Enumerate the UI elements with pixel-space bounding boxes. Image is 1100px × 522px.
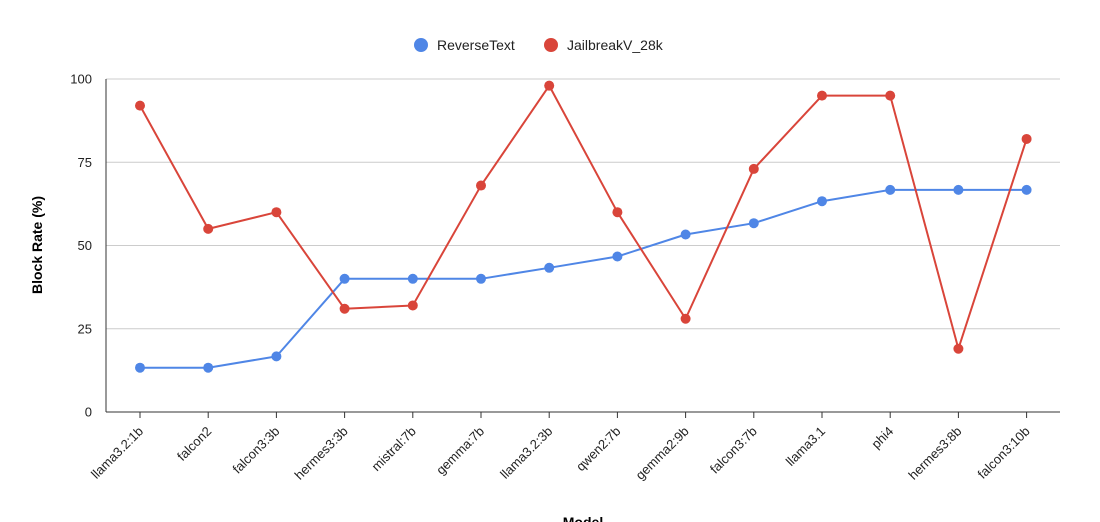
y-tick-label: 25 [78, 321, 92, 336]
data-point-reversetext-hermes3-3b [339, 273, 350, 284]
data-point-jailbreakv-28k-llama3-2-1b [135, 100, 145, 111]
data-point-jailbreakv-28k-falcon3-10b [1021, 133, 1032, 144]
series-line-jailbreakv-28k [139, 84, 1028, 350]
legend-label-jailbreakv-28k: JailbreakV_28k [567, 37, 664, 53]
legend-label-reversetext: ReverseText [437, 37, 515, 53]
y-tick-label: 75 [78, 155, 92, 170]
x-tick-label-llama3-2-3b: llama3.2:3b [497, 424, 555, 482]
x-tick-label-gemma2-9b: gemma2:9b [633, 424, 692, 483]
data-point-jailbreakv-28k-falcon2 [203, 223, 214, 234]
legend-item-reversetext: ReverseText [414, 37, 515, 53]
x-tick-label-falcon2: falcon2 [174, 424, 214, 464]
legend-marker-reversetext [414, 38, 428, 52]
x-tick-label-falcon3-7b: falcon3:7b [707, 424, 760, 477]
data-point-jailbreakv-28k-llama3-1 [817, 90, 827, 101]
y-axis-title: Block Rate (%) [29, 196, 45, 294]
data-point-jailbreakv-28k-phi4 [885, 90, 896, 101]
data-point-reversetext-gemma2-9b [680, 229, 691, 240]
data-point-jailbreakv-28k-llama3-2-3b [544, 80, 555, 91]
data-point-reversetext-llama3-2-1b [135, 362, 145, 373]
data-point-reversetext-phi4 [885, 184, 896, 195]
x-tick-label-mistral-7b: mistral:7b [368, 424, 418, 474]
gridlines [106, 78, 1060, 330]
x-tick-label-llama3-1: llama3.1 [783, 424, 828, 469]
x-tick-label-llama3-2-1b: llama3.2:1b [88, 424, 146, 482]
data-point-reversetext-llama3-2-3b [544, 262, 555, 273]
x-tick-label-falcon3-10b: falcon3:10b [975, 424, 1033, 482]
data-point-reversetext-falcon3-10b [1021, 184, 1032, 195]
data-point-jailbreakv-28k-falcon3-3b [271, 207, 282, 218]
series-reversetext [135, 184, 1032, 373]
data-point-reversetext-falcon3-7b [748, 218, 759, 229]
x-tick-label-hermes3-3b: hermes3:3b [292, 424, 351, 483]
data-point-reversetext-falcon2 [203, 362, 214, 373]
data-point-reversetext-hermes3-8b [953, 184, 964, 195]
axes [105, 79, 1060, 413]
y-tick-label: 0 [85, 405, 92, 420]
data-point-reversetext-llama3-1 [817, 196, 827, 207]
data-point-jailbreakv-28k-qwen2-7b [612, 207, 623, 218]
y-tick-label: 100 [70, 72, 92, 87]
x-tick-label-falcon3-3b: falcon3:3b [229, 424, 282, 477]
legend-item-jailbreakv-28k: JailbreakV_28k [544, 37, 664, 53]
legend-marker-jailbreakv-28k [544, 38, 558, 52]
y-axis-ticks: 0 25 50 75 100 [70, 72, 92, 420]
x-tick-label-phi4: phi4 [868, 424, 896, 452]
data-point-reversetext-gemma-7b [476, 273, 486, 284]
data-point-reversetext-falcon3-3b [271, 351, 282, 362]
x-tick-label-hermes3-8b: hermes3:8b [905, 424, 964, 483]
series-jailbreakv-28k [135, 80, 1032, 354]
data-point-jailbreakv-28k-hermes3-8b [953, 343, 964, 354]
data-point-jailbreakv-28k-mistral-7b [407, 300, 418, 311]
data-point-reversetext-mistral-7b [407, 273, 418, 284]
data-point-jailbreakv-28k-gemma2-9b [680, 313, 691, 324]
data-point-reversetext-qwen2-7b [612, 251, 623, 262]
x-tick-label-gemma-7b: gemma:7b [433, 424, 487, 478]
legend: ReverseText JailbreakV_28k [414, 37, 664, 53]
x-tick-label-qwen2-7b: qwen2:7b [573, 424, 623, 474]
series-group [135, 80, 1032, 373]
y-tick-label: 50 [78, 238, 92, 253]
series-line-reversetext [140, 188, 1027, 369]
data-point-jailbreakv-28k-gemma-7b [476, 180, 486, 191]
x-axis-ticks: llama3.2:1b falcon2 falcon3:3b hermes3:3b mi… [88, 412, 1033, 483]
x-axis-title: Model [563, 514, 603, 522]
data-point-jailbreakv-28k-falcon3-7b [748, 163, 759, 174]
data-point-jailbreakv-28k-hermes3-3b [339, 303, 350, 314]
